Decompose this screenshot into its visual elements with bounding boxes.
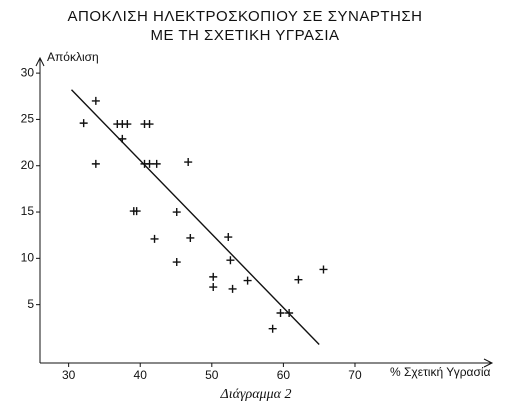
point xyxy=(79,119,88,128)
point xyxy=(91,96,100,105)
chart-title: ΜΕ ΤΗ ΣΧΕΤΙΚΗ ΥΓΡΑΣΙΑ xyxy=(150,27,339,44)
x-tick-label: 40 xyxy=(134,368,148,382)
point xyxy=(209,283,218,292)
x-tick-label: 70 xyxy=(348,368,362,382)
point xyxy=(172,258,181,267)
point xyxy=(209,272,218,281)
x-tick-label: 30 xyxy=(62,368,76,382)
point xyxy=(145,159,154,168)
y-axis-arrow xyxy=(35,56,45,67)
point xyxy=(91,159,100,168)
point xyxy=(123,120,132,129)
point xyxy=(276,308,285,317)
point xyxy=(132,207,141,216)
caption: Διάγραμμα 2 xyxy=(220,387,292,402)
point xyxy=(145,120,154,129)
x-axis-label: % Σχετική Υγρασία xyxy=(390,365,491,379)
point xyxy=(228,284,237,293)
y-tick-label: 10 xyxy=(21,251,35,265)
point xyxy=(172,208,181,217)
point xyxy=(224,233,233,242)
y-axis-label: Απόκλιση xyxy=(47,50,99,64)
y-tick-label: 25 xyxy=(21,112,35,126)
trend-line xyxy=(70,89,320,345)
point xyxy=(243,276,252,285)
point xyxy=(152,159,161,168)
x-axis-arrow xyxy=(483,358,494,368)
point xyxy=(226,256,235,265)
point xyxy=(150,234,159,243)
point xyxy=(186,233,195,242)
point xyxy=(294,275,303,284)
x-tick-label: 50 xyxy=(205,368,219,382)
point xyxy=(268,324,277,333)
y-tick-label: 20 xyxy=(21,158,35,172)
point xyxy=(319,265,328,274)
y-tick-label: 30 xyxy=(21,65,35,79)
chart-title: ΑΠΟΚΛΙΣΗ ΗΛΕΚΤΡΟΣΚΟΠΙΟΥ ΣΕ ΣΥΝΑΡΤΗΣΗ xyxy=(68,8,423,25)
x-tick-label: 60 xyxy=(277,368,291,382)
point xyxy=(184,158,193,167)
y-tick-label: 5 xyxy=(27,297,34,311)
y-tick-label: 15 xyxy=(21,204,35,218)
